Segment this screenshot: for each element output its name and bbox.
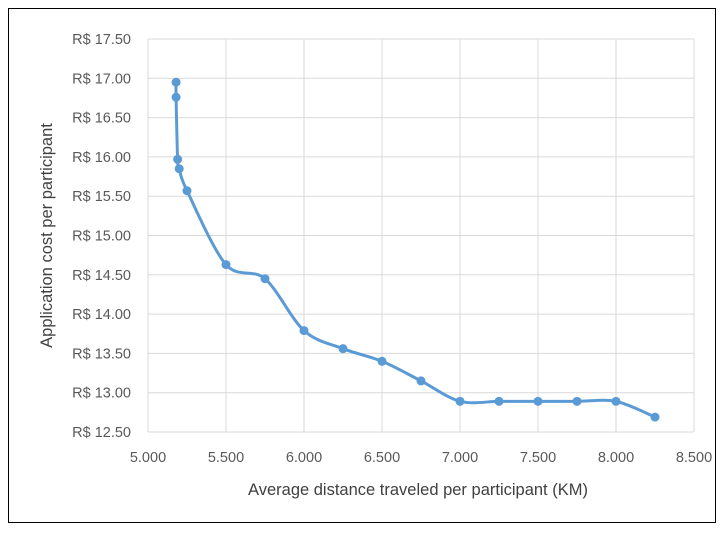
y-axis-tick-labels: R$ 12.50 R$ 13.00 R$ 13.50 R$ 14.00 R$ 14.50… [72,32,131,441]
data-points [171,77,660,422]
data-point [171,92,181,102]
y-tick-label: R$ 13.00 [72,386,131,402]
x-tick-label: 6.000 [286,450,322,466]
data-point [455,396,465,406]
x-axis-tick-labels: 5.000 5.500 6.000 6.500 7.000 7.500 8.000 8.500 [130,450,712,466]
data-point [260,274,270,284]
y-tick-label: R$ 15.50 [72,189,131,205]
data-point [221,260,231,270]
data-point [182,186,192,196]
data-point [338,344,348,354]
data-point [494,396,504,406]
x-tick-label: 7.000 [442,450,478,466]
x-axis-title: Average distance traveled per participan… [248,481,588,499]
y-tick-label: R$ 16.50 [72,111,131,127]
data-point [533,396,543,406]
data-point [572,396,582,406]
x-tick-label: 6.500 [364,450,400,466]
data-point [174,164,184,174]
x-tick-label: 5.500 [208,450,244,466]
gridlines [147,38,695,433]
x-tick-label: 5.000 [130,450,166,466]
y-tick-label: R$ 14.00 [72,307,131,323]
x-tick-label: 7.500 [520,450,556,466]
chart-frame [8,8,716,523]
y-tick-label: R$ 16.00 [72,150,131,166]
y-tick-label: R$ 13.50 [72,346,131,362]
y-tick-label: R$ 14.50 [72,268,131,284]
x-tick-label: 8.500 [676,450,712,466]
y-tick-label: R$ 17.00 [72,71,131,87]
data-point [650,412,660,422]
y-tick-label: R$ 12.50 [72,425,131,441]
data-point [173,154,183,164]
data-point [416,376,426,386]
y-tick-label: R$ 15.00 [72,229,131,245]
data-point [611,396,621,406]
x-tick-label: 8.000 [598,450,634,466]
y-tick-label: R$ 17.50 [72,32,131,48]
data-point [377,356,387,366]
series-line [174,80,657,419]
data-point [171,77,181,87]
data-point [299,326,309,336]
y-axis-title: Application cost per participant [38,123,56,348]
